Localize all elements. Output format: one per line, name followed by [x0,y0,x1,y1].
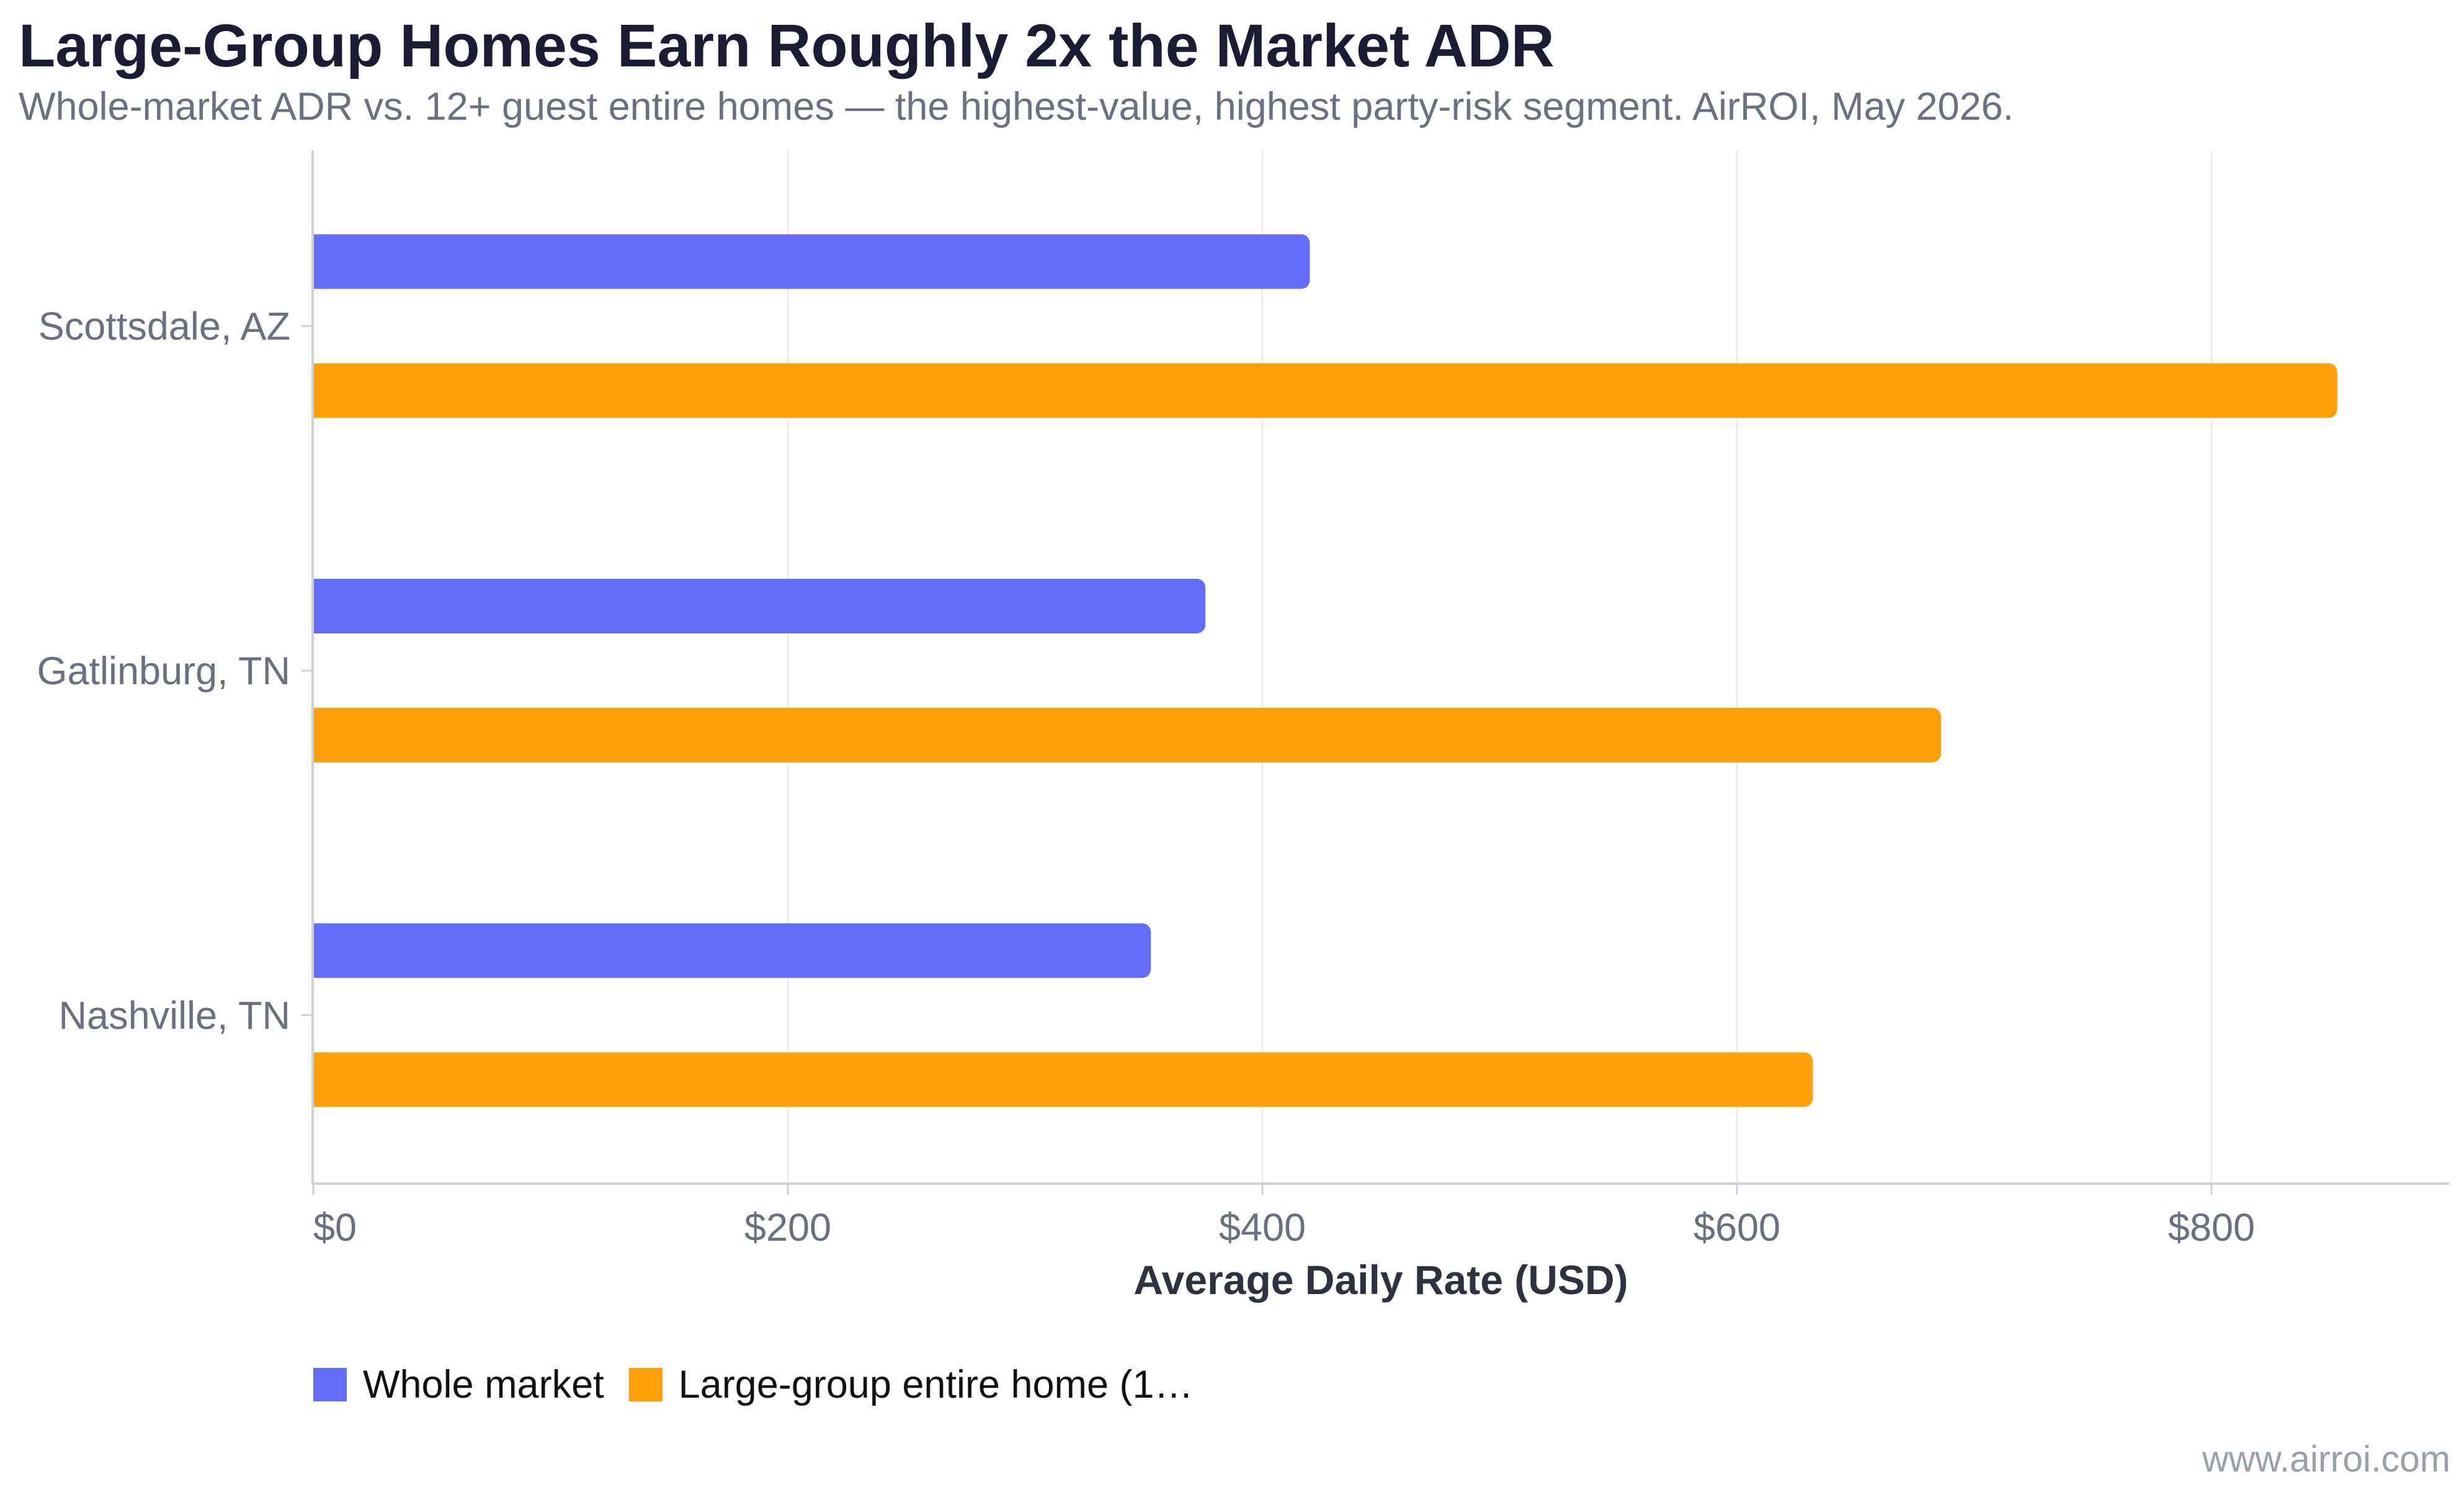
legend-swatch-large-group [628,1368,663,1401]
x-axis-title: Average Daily Rate (USD) [1133,1257,1628,1303]
bar-large-group [313,1052,1813,1107]
bar-large-group [313,708,1941,762]
legend: Whole market Large-group entire home (1… [313,1362,1218,1407]
bar-whole-market-base [313,579,326,633]
x-tick-label: $600 [1694,1206,1780,1249]
bar-large-group-base [313,1052,326,1107]
chart-title: Large-Group Homes Earn Roughly 2x the Ma… [19,12,1555,79]
bar-large-group-base [313,363,326,418]
x-tick-label: $800 [2168,1206,2255,1249]
bar-large-group [313,363,2337,418]
bar-whole-market [313,579,1206,633]
y-tick-label: Nashville, TN [59,994,290,1037]
legend-item-whole-market[interactable]: Whole market [313,1362,604,1407]
watermark: www.airroi.com [2202,1439,2450,1480]
y-tick-label: Gatlinburg, TN [37,650,290,693]
x-tick-label: $400 [1219,1206,1306,1249]
bar-whole-market-base [313,234,326,289]
y-tick-label: Scottsdale, AZ [38,305,290,349]
bar-whole-market [313,923,1151,978]
bar-whole-market [313,234,1310,289]
x-tick-label: $0 [313,1206,357,1249]
bar-whole-market-base [313,923,326,978]
legend-label-whole-market: Whole market [363,1363,604,1406]
bar-large-group-base [313,708,326,762]
legend-item-large-group[interactable]: Large-group entire home (1… [628,1362,1194,1407]
x-tick-label: $200 [744,1206,831,1249]
chart-subtitle: Whole-market ADR vs. 12+ guest entire ho… [19,85,2014,128]
legend-swatch-whole-market [313,1368,347,1401]
legend-label-large-group: Large-group entire home (1… [678,1363,1194,1406]
